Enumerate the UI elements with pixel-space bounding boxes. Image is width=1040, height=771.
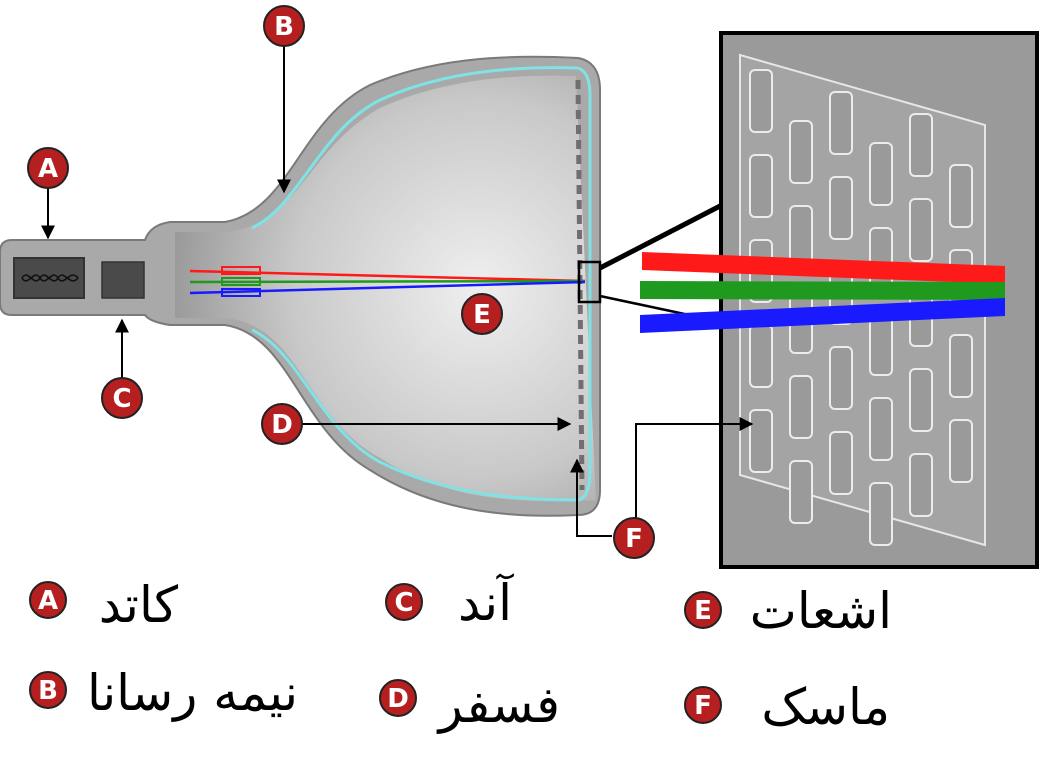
marker-d-letter: D bbox=[271, 410, 293, 440]
mask-slot bbox=[749, 154, 773, 218]
legend-d-letter: D bbox=[387, 684, 409, 714]
marker-a-letter: A bbox=[38, 154, 58, 184]
legend-a-label: کاتد bbox=[99, 576, 178, 634]
mask-slot bbox=[949, 419, 973, 483]
coating-top bbox=[251, 66, 592, 420]
mask-slot bbox=[829, 346, 853, 410]
legend-b-letter: B bbox=[38, 676, 58, 706]
gun-green bbox=[221, 277, 261, 286]
beam-green bbox=[189, 279, 586, 284]
legend-item-f: F ماسک bbox=[684, 678, 890, 736]
legend-item-b: B نیمه رسانا bbox=[29, 664, 298, 722]
mask-slot bbox=[949, 164, 973, 228]
mask-plate bbox=[739, 53, 986, 547]
zoom-box bbox=[577, 260, 602, 304]
pointer-f-right bbox=[635, 417, 754, 520]
mask-slot bbox=[869, 312, 893, 376]
mask-slot bbox=[869, 227, 893, 291]
mask-slot bbox=[749, 324, 773, 388]
mask-slot bbox=[829, 91, 853, 155]
beam-blue bbox=[189, 280, 586, 295]
zoom-beam-red bbox=[642, 252, 1005, 284]
mask-slot bbox=[909, 198, 933, 262]
legend-c-letter: C bbox=[394, 588, 413, 618]
mask-slot bbox=[909, 368, 933, 432]
marker-b: B bbox=[263, 5, 305, 47]
mask-slot bbox=[789, 120, 813, 184]
marker-c-letter: C bbox=[112, 384, 131, 414]
legend-item-d: D فسفر bbox=[379, 676, 560, 734]
marker-d: D bbox=[261, 403, 303, 445]
mask-slot bbox=[869, 482, 893, 546]
mask-slot bbox=[789, 460, 813, 524]
legend-item-c: C آند bbox=[385, 573, 514, 632]
marker-c: C bbox=[101, 377, 143, 419]
gun-red bbox=[221, 266, 261, 275]
coating-bottom bbox=[251, 328, 592, 502]
phosphor-screen bbox=[575, 79, 585, 491]
marker-b-letter: B bbox=[274, 12, 294, 42]
zoom-beam-blue bbox=[640, 298, 1005, 333]
legend-b-label: نیمه رسانا bbox=[87, 664, 298, 722]
mask-slot bbox=[949, 334, 973, 398]
zoom-beam-green bbox=[640, 281, 1005, 300]
marker-f: F bbox=[613, 517, 655, 559]
marker-f-letter: F bbox=[625, 524, 643, 554]
legend: A کاتد B نیمه رسانا C آند D فسفر E اشعات… bbox=[29, 573, 892, 736]
legend-a-letter: A bbox=[38, 586, 58, 616]
mask-slot bbox=[749, 409, 773, 473]
mask-slot bbox=[909, 453, 933, 517]
mask-panel bbox=[640, 31, 1039, 569]
mask-slot bbox=[909, 113, 933, 177]
legend-d-label: فسفر bbox=[436, 676, 560, 734]
legend-e-label: اشعات bbox=[750, 582, 892, 640]
mask-slot bbox=[869, 397, 893, 461]
legend-c-label: آند bbox=[458, 573, 514, 632]
crt-tube bbox=[0, 55, 601, 517]
mask-slot bbox=[829, 176, 853, 240]
mask-slot bbox=[749, 69, 773, 133]
anode-box bbox=[101, 261, 145, 299]
gun-blue bbox=[221, 288, 261, 297]
marker-e-letter: E bbox=[473, 300, 491, 330]
marker-a: A bbox=[27, 147, 69, 189]
marker-e: E bbox=[461, 293, 503, 335]
mask-slot bbox=[789, 375, 813, 439]
beam-red bbox=[189, 269, 586, 283]
electron-beams bbox=[189, 266, 586, 297]
pointer-lines bbox=[41, 46, 754, 537]
legend-item-e: E اشعات bbox=[684, 582, 892, 640]
legend-item-a: A کاتد bbox=[29, 576, 178, 634]
legend-f-label: ماسک bbox=[761, 678, 890, 736]
cathode-filament bbox=[21, 274, 79, 282]
mask-slot bbox=[869, 142, 893, 206]
pointer-f-left bbox=[570, 458, 612, 537]
mask-slot bbox=[829, 431, 853, 495]
legend-e-letter: E bbox=[694, 596, 712, 626]
mask-slots bbox=[749, 69, 973, 546]
legend-f-letter: F bbox=[694, 691, 712, 721]
